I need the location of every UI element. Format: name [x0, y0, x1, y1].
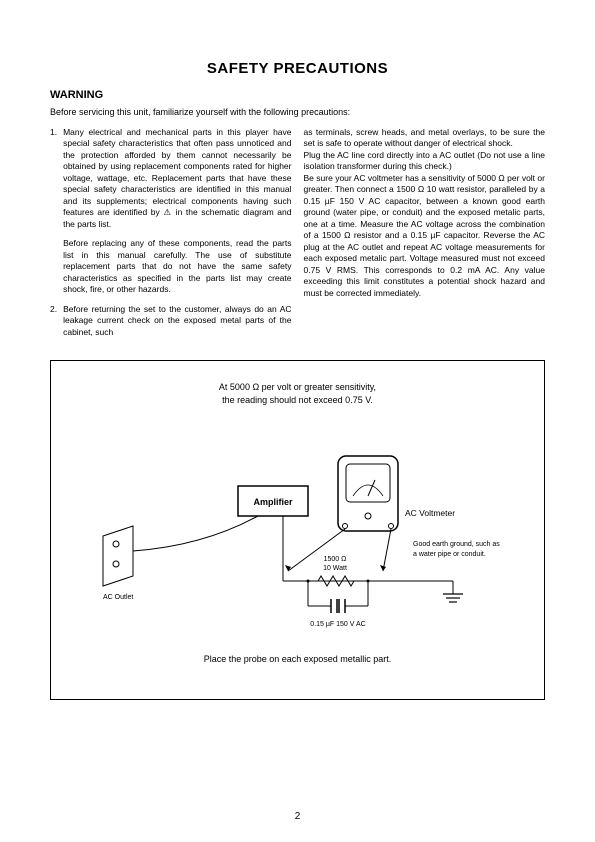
right-paragraph2: Plug the AC line cord directly into a AC…: [304, 150, 546, 173]
left-column: 1. Many electrical and mechanical parts …: [50, 127, 292, 338]
item-number: 2.: [50, 304, 57, 338]
ac-outlet-label: AC Outlet: [103, 594, 133, 601]
precaution-item-2: 2. Before returning the set to the custo…: [50, 304, 292, 338]
resistor-label-2: 10 Watt: [323, 565, 347, 572]
item2-paragraph: Before returning the set to the customer…: [63, 304, 291, 338]
capacitor-label: 0.15 µF 150 V AC: [310, 621, 365, 628]
item-number: 1.: [50, 127, 57, 296]
diagram-top-line1: At 5000 Ω per volt or greater sensitivit…: [219, 382, 376, 392]
circuit-diagram: AC Outlet Amplifier AC Voltmeter: [83, 416, 513, 646]
diagram-bottom-text: Place the probe on each exposed metallic…: [71, 654, 524, 664]
probe-tip-left: [285, 565, 291, 571]
diagram-top-line2: the reading should not exceed 0.75 V.: [222, 395, 373, 405]
capacitor-icon: [308, 581, 368, 613]
item1-paragraph1: Many electrical and mechanical parts in …: [63, 127, 291, 230]
ground-note-line1: Good earth ground, such as: [413, 541, 500, 548]
diagram-container: At 5000 Ω per volt or greater sensitivit…: [50, 360, 545, 700]
intro-text: Before servicing this unit, familiarize …: [50, 107, 545, 117]
right-column: as terminals, screw heads, and metal ove…: [304, 127, 546, 338]
junction-dot: [366, 580, 369, 583]
wire-outlet-to-amp: [133, 516, 258, 551]
right-paragraph3: Be sure your AC voltmeter has a sensitiv…: [304, 173, 546, 299]
body-columns: 1. Many electrical and mechanical parts …: [50, 127, 545, 338]
ground-note-line2: a water pipe or conduit.: [413, 551, 486, 558]
right-paragraph1: as terminals, screw heads, and metal ove…: [304, 127, 546, 150]
precaution-item-1: 1. Many electrical and mechanical parts …: [50, 127, 292, 296]
page-title: SAFETY PRECAUTIONS: [50, 60, 545, 77]
ac-voltmeter-icon: [338, 456, 398, 531]
item1-paragraph2: Before replacing any of these components…: [63, 238, 291, 295]
warning-heading: WARNING: [50, 89, 545, 101]
amplifier-label: Amplifier: [253, 497, 293, 507]
page-number: 2: [0, 811, 595, 822]
resistor-label-1: 1500 Ω: [323, 556, 346, 563]
junction-dot: [306, 580, 309, 583]
ac-outlet-icon: [103, 526, 133, 586]
earth-ground-icon: [443, 581, 463, 602]
probe-tip-right: [380, 565, 386, 571]
ac-voltmeter-label: AC Voltmeter: [405, 508, 455, 518]
diagram-top-text: At 5000 Ω per volt or greater sensitivit…: [71, 381, 524, 406]
probe-lead-right: [383, 529, 391, 571]
